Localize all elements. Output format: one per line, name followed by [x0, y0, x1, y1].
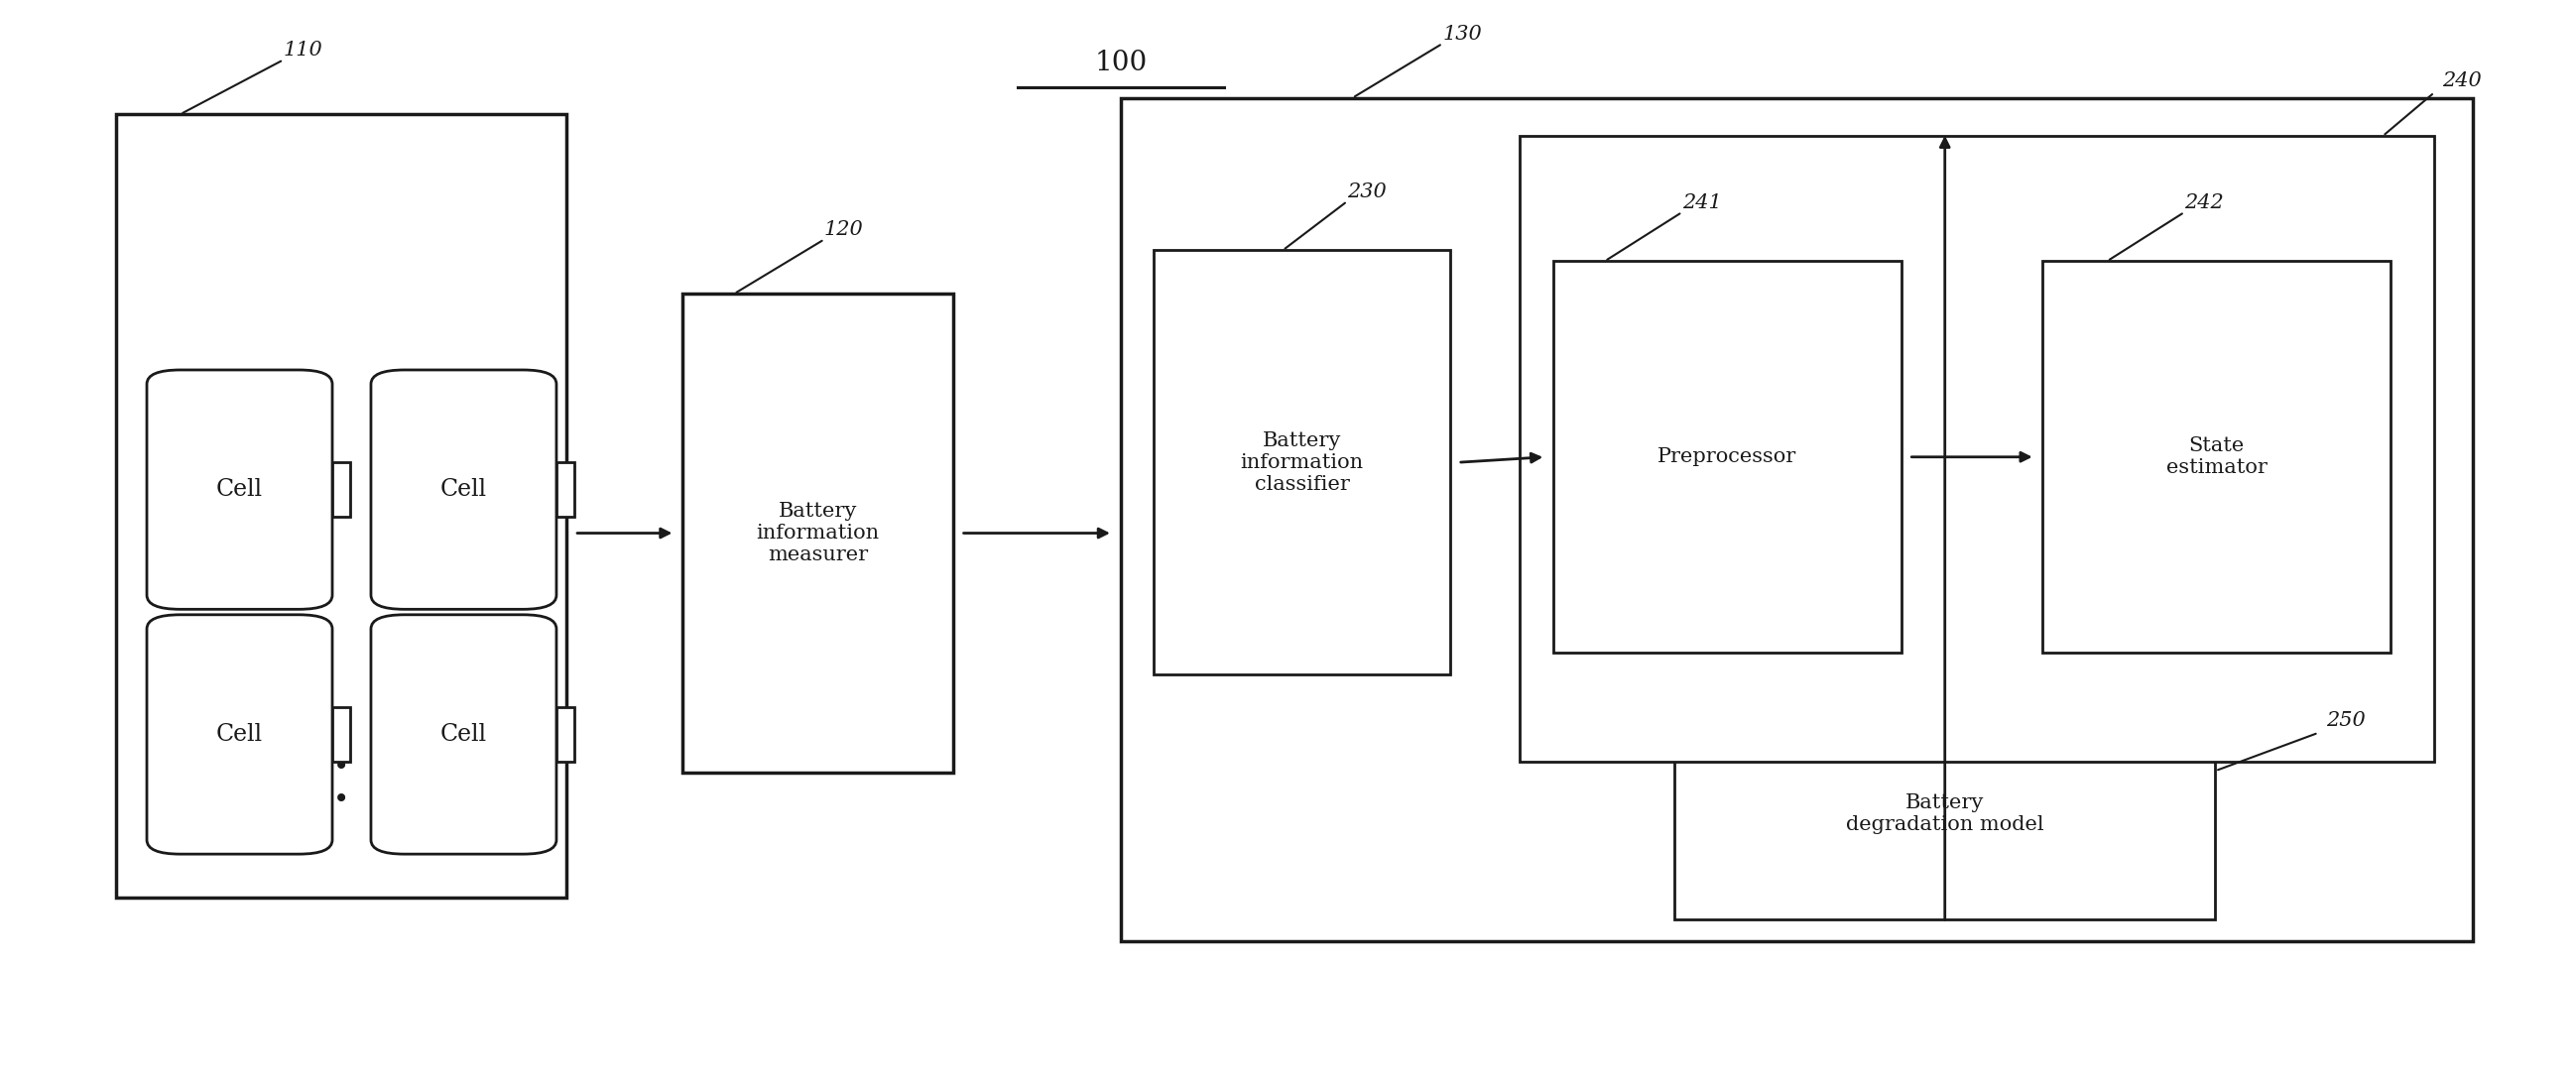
Bar — [1121, 98, 2473, 941]
Text: Preprocessor: Preprocessor — [1656, 447, 1798, 467]
Text: State
estimator: State estimator — [2166, 436, 2267, 478]
Text: 130: 130 — [1443, 25, 1481, 44]
Bar — [556, 707, 574, 762]
Bar — [683, 294, 953, 772]
Bar — [1520, 136, 2434, 762]
Text: 120: 120 — [824, 221, 863, 239]
Text: Cell: Cell — [440, 479, 487, 500]
Bar — [332, 707, 350, 762]
Bar — [116, 114, 567, 898]
Text: 110: 110 — [283, 41, 322, 60]
Bar — [2043, 261, 2391, 653]
Text: 250: 250 — [2326, 710, 2365, 730]
Bar — [1674, 707, 2215, 919]
Text: 241: 241 — [1682, 194, 1721, 212]
Text: •: • — [332, 753, 350, 781]
Text: Cell: Cell — [216, 479, 263, 500]
Text: Battery
information
measurer: Battery information measurer — [757, 502, 878, 565]
FancyBboxPatch shape — [371, 615, 556, 854]
Text: Battery
degradation model: Battery degradation model — [1847, 793, 2043, 833]
Text: 242: 242 — [2184, 194, 2223, 212]
Text: 100: 100 — [1095, 49, 1146, 76]
Text: •: • — [332, 720, 350, 749]
Text: Battery
information
classifier: Battery information classifier — [1242, 431, 1363, 494]
FancyBboxPatch shape — [147, 615, 332, 854]
Text: Cell: Cell — [216, 724, 263, 745]
Text: Cell: Cell — [440, 724, 487, 745]
Text: 240: 240 — [2442, 72, 2481, 90]
FancyBboxPatch shape — [371, 370, 556, 609]
Text: •: • — [332, 786, 350, 814]
Bar — [556, 462, 574, 517]
FancyBboxPatch shape — [147, 370, 332, 609]
Bar — [1154, 250, 1450, 675]
Bar — [1553, 261, 1901, 653]
Bar — [332, 462, 350, 517]
Text: 230: 230 — [1347, 183, 1386, 201]
